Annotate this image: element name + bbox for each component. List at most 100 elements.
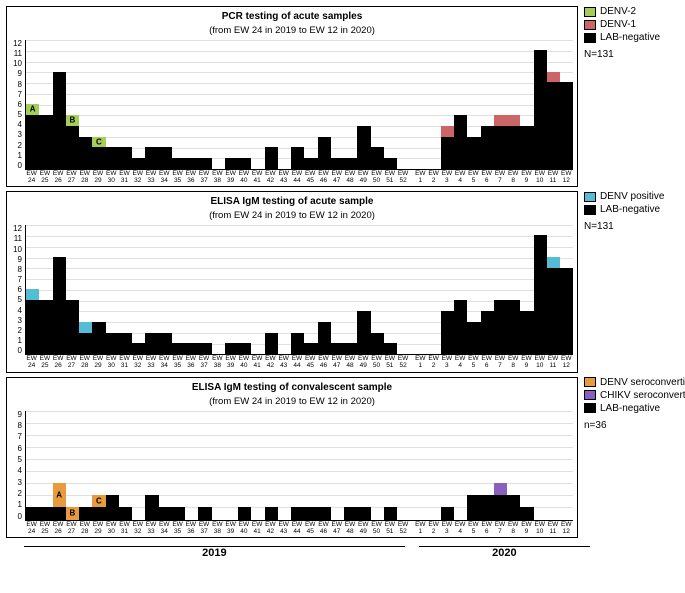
bar-col bbox=[454, 300, 467, 354]
bar-col bbox=[159, 147, 172, 169]
bar-col bbox=[520, 311, 533, 354]
bar-annotation: B bbox=[69, 509, 75, 518]
x-axis: EW24EW25EW26EW27EW28EW29EW30EW31EW32EW33… bbox=[25, 355, 573, 369]
y-tick: 10 bbox=[11, 246, 22, 254]
bar-segment-lab_neg bbox=[318, 507, 331, 519]
chart-title: ELISA IgM testing of convalescent sample bbox=[11, 382, 573, 394]
bar-segment-denv1 bbox=[547, 72, 560, 83]
bar-col bbox=[172, 507, 185, 519]
bar-segment-lab_neg bbox=[238, 343, 251, 354]
bar-col bbox=[106, 495, 119, 519]
bar-col bbox=[265, 147, 278, 169]
bar-segment-lab_neg bbox=[357, 126, 370, 169]
x-tick: EW10 bbox=[533, 521, 546, 535]
y-tick: 8 bbox=[11, 266, 22, 274]
x-tick: EW40 bbox=[237, 170, 250, 184]
x-tick: EW9 bbox=[520, 521, 533, 535]
chart-area: 9876543210ABC bbox=[11, 411, 573, 521]
x-tick: EW50 bbox=[370, 355, 383, 369]
bar-col: A bbox=[26, 104, 39, 169]
y-tick: 9 bbox=[11, 70, 22, 78]
bar-segment-lab_neg bbox=[92, 507, 105, 519]
x-tick: EW11 bbox=[546, 521, 559, 535]
y-tick: 2 bbox=[11, 327, 22, 335]
x-tick: EW8 bbox=[507, 170, 520, 184]
y-tick: 6 bbox=[11, 445, 22, 453]
x-tick: EW49 bbox=[357, 355, 370, 369]
bar-annotation: C bbox=[96, 137, 102, 146]
bar-col bbox=[53, 72, 66, 170]
y-tick: 6 bbox=[11, 286, 22, 294]
bar-segment-lab_neg bbox=[53, 72, 66, 170]
x-tick: EW46 bbox=[317, 355, 330, 369]
bar-segment-lab_neg bbox=[53, 507, 66, 519]
bar-segment-lab_neg bbox=[344, 507, 357, 519]
legend-swatch bbox=[584, 20, 596, 30]
bar-segment-lab_neg bbox=[172, 158, 185, 169]
bar-segment-lab_neg bbox=[53, 257, 66, 355]
x-tick: EW24 bbox=[25, 521, 38, 535]
bar-segment-lab_neg bbox=[39, 300, 52, 354]
bar-segment-lab_neg bbox=[384, 343, 397, 354]
x-tick: EW30 bbox=[105, 355, 118, 369]
bar-col bbox=[26, 507, 39, 519]
bar-col bbox=[291, 147, 304, 169]
bar-segment-denv1 bbox=[494, 115, 507, 126]
x-axis: EW24EW25EW26EW27EW28EW29EW30EW31EW32EW33… bbox=[25, 521, 573, 535]
bar-segment-denv_sero: A bbox=[53, 483, 66, 507]
plot-area: ABC bbox=[25, 411, 573, 521]
y-tick: 7 bbox=[11, 276, 22, 284]
bar-col bbox=[119, 147, 132, 169]
x-tick: EW28 bbox=[78, 355, 91, 369]
bar-segment-lab_neg bbox=[26, 507, 39, 519]
bar-segment-lab_neg bbox=[481, 311, 494, 354]
bar-col bbox=[520, 507, 533, 519]
bar-col bbox=[39, 507, 52, 519]
legend-item: CHIKV seroconvertion bbox=[584, 390, 685, 401]
bar-annotation: A bbox=[30, 105, 36, 114]
legend-label: DENV-2 bbox=[600, 6, 636, 17]
bar-segment-lab_neg bbox=[520, 126, 533, 169]
bar-segment-lab_neg bbox=[441, 311, 454, 354]
bar-col bbox=[357, 507, 370, 519]
x-tick: EW32 bbox=[131, 355, 144, 369]
bar-segment-lab_neg bbox=[132, 343, 145, 354]
bar-segment-lab_neg bbox=[304, 343, 317, 354]
x-tick: EW39 bbox=[224, 521, 237, 535]
bar-segment-lab_neg bbox=[39, 115, 52, 169]
x-tick: EW50 bbox=[370, 170, 383, 184]
bar-segment-lab_neg bbox=[560, 82, 573, 169]
legend-item: DENV-2 bbox=[584, 6, 679, 17]
x-tick: EW30 bbox=[105, 521, 118, 535]
bar-col bbox=[371, 147, 384, 169]
bar-col bbox=[106, 147, 119, 169]
bar-col bbox=[384, 507, 397, 519]
x-tick: EW35 bbox=[171, 355, 184, 369]
bar-segment-lab_neg bbox=[26, 115, 39, 169]
bar-col bbox=[481, 126, 494, 169]
chart-figure: PCR testing of acute samples(from EW 24 … bbox=[6, 6, 679, 559]
n-count: n=36 bbox=[584, 420, 685, 431]
legend-label: CHIKV seroconvertion bbox=[600, 390, 685, 401]
x-tick: EW1 bbox=[414, 170, 427, 184]
y-tick: 1 bbox=[11, 152, 22, 160]
bar-segment-lab_neg bbox=[159, 333, 172, 355]
x-tick: EW47 bbox=[330, 521, 343, 535]
bar-segment-lab_neg bbox=[79, 507, 92, 519]
x-tick: EW6 bbox=[480, 355, 493, 369]
legend: DENV positiveLAB-negativeN=131 bbox=[578, 191, 679, 232]
x-tick: EW4 bbox=[454, 170, 467, 184]
bar-segment-lab_neg bbox=[159, 507, 172, 519]
x-tick: EW44 bbox=[290, 170, 303, 184]
bar-segment-lab_neg bbox=[225, 158, 238, 169]
bar-col bbox=[145, 333, 158, 355]
bar-col: B bbox=[66, 115, 79, 169]
legend-label: DENV positive bbox=[600, 191, 664, 202]
bar-segment-lab_neg bbox=[198, 158, 211, 169]
chart-area: 1211109876543210 bbox=[11, 225, 573, 355]
bar-segment-lab_neg bbox=[371, 333, 384, 355]
legend-swatch bbox=[584, 403, 596, 413]
x-tick: EW26 bbox=[52, 521, 65, 535]
bar-segment-denv_sero: B bbox=[66, 507, 79, 519]
x-tick: EW3 bbox=[440, 170, 453, 184]
